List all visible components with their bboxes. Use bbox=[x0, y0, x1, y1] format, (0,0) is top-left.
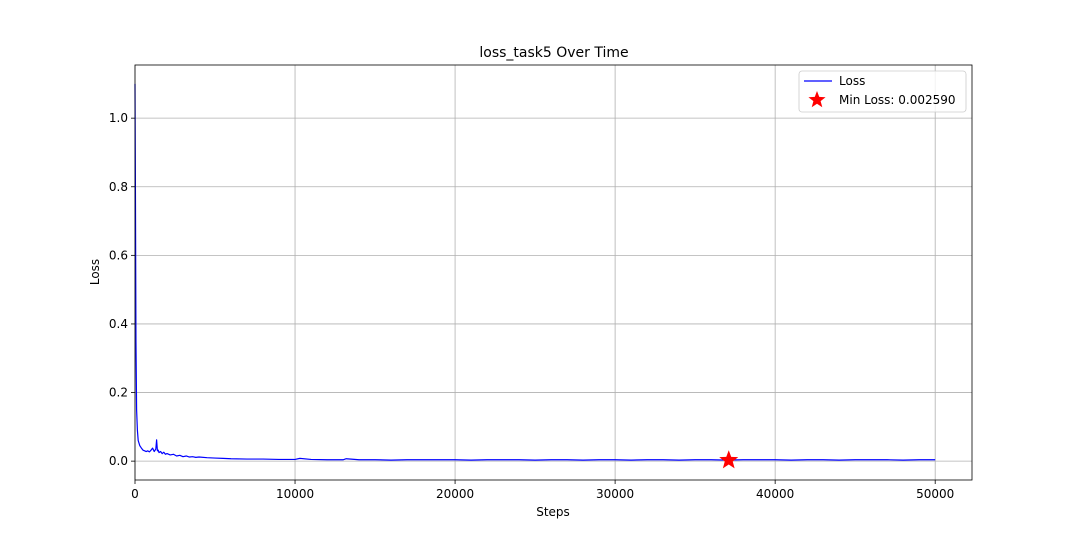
x-tick-label: 40000 bbox=[756, 487, 794, 501]
x-tick-label: 10000 bbox=[276, 487, 314, 501]
x-tick-label: 50000 bbox=[916, 487, 954, 501]
grid bbox=[134, 65, 972, 480]
loss-series-line bbox=[134, 83, 936, 461]
y-tick-label: 0.0 bbox=[109, 454, 128, 468]
legend-box bbox=[798, 70, 967, 113]
series bbox=[134, 83, 936, 469]
y-tick-label: 1.0 bbox=[109, 111, 128, 125]
y-tick-label: 0.8 bbox=[109, 180, 128, 194]
x-axis-ticks: 0 10000 20000 30000 40000 50000 bbox=[131, 480, 954, 501]
plot-frame bbox=[134, 64, 973, 481]
x-tick-label: 30000 bbox=[596, 487, 634, 501]
min-loss-star-marker bbox=[719, 450, 739, 469]
y-tick-label: 0.2 bbox=[109, 386, 128, 400]
chart-title: loss_task5 Over Time bbox=[479, 45, 628, 61]
y-axis-label: Loss bbox=[88, 259, 102, 285]
x-tick-label: 0 bbox=[131, 487, 139, 501]
y-axis-ticks: 0.0 0.2 0.4 0.6 0.8 1.0 bbox=[109, 111, 135, 468]
legend: Loss Min Loss: 0.002590 bbox=[798, 70, 967, 113]
x-axis-label: Steps bbox=[536, 505, 570, 519]
legend-star-icon bbox=[808, 91, 826, 108]
y-tick-label: 0.4 bbox=[109, 317, 128, 331]
legend-label-loss: Loss bbox=[839, 74, 865, 88]
y-tick-label: 0.6 bbox=[109, 248, 128, 262]
x-tick-label: 20000 bbox=[436, 487, 474, 501]
legend-label-min-loss: Min Loss: 0.002590 bbox=[839, 93, 956, 107]
